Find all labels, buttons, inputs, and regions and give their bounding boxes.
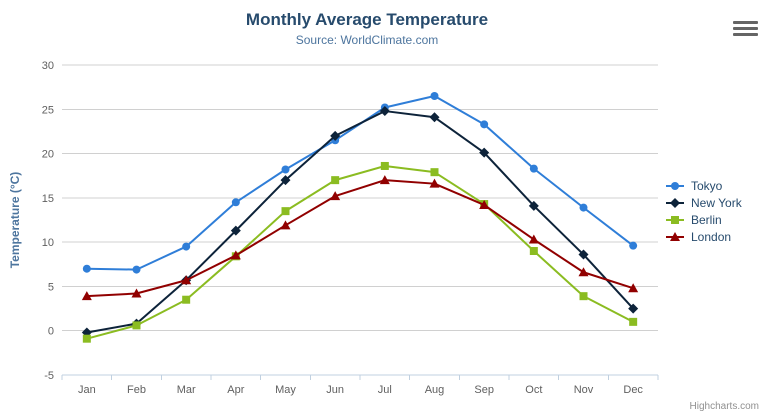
data-point bbox=[331, 176, 340, 185]
data-point bbox=[430, 168, 439, 177]
data-point bbox=[628, 303, 639, 314]
data-point bbox=[480, 120, 489, 129]
data-point bbox=[429, 112, 440, 123]
data-point bbox=[578, 249, 589, 260]
data-point bbox=[671, 215, 679, 224]
data-point bbox=[380, 161, 389, 170]
data-point bbox=[429, 178, 440, 188]
y-axis-tick-label: 5 bbox=[48, 281, 54, 293]
chart-subtitle: Source: WorldClimate.com bbox=[295, 33, 439, 47]
data-point bbox=[670, 231, 680, 241]
export-menu-bar bbox=[733, 27, 758, 30]
y-axis-tick-label: 0 bbox=[48, 326, 54, 338]
series-tokyo[interactable] bbox=[82, 92, 638, 274]
data-point bbox=[330, 191, 341, 201]
x-axis-tick-label: Sep bbox=[474, 384, 494, 396]
data-point bbox=[579, 292, 588, 301]
x-axis-tick-label: Apr bbox=[227, 384, 244, 396]
data-point bbox=[671, 181, 679, 190]
export-menu-icon[interactable] bbox=[733, 21, 758, 39]
y-axis-tick-label: 20 bbox=[42, 149, 54, 161]
chart-title: Monthly Average Temperature bbox=[245, 10, 489, 29]
y-axis-tick-label: 25 bbox=[42, 104, 54, 116]
diamond-marker-icon bbox=[666, 197, 684, 208]
data-point bbox=[670, 197, 680, 208]
x-axis-tick-label: Oct bbox=[525, 384, 542, 396]
x-axis-tick-label: Mar bbox=[177, 384, 196, 396]
credits-link[interactable]: Highcharts.com bbox=[689, 401, 759, 412]
data-point bbox=[579, 203, 588, 212]
legend-label: Berlin bbox=[691, 212, 722, 227]
data-point bbox=[82, 264, 91, 273]
data-point bbox=[528, 234, 539, 244]
y-axis-tick-label: 15 bbox=[42, 193, 54, 205]
y-axis-tick-label: -5 bbox=[44, 370, 54, 382]
data-point bbox=[628, 283, 639, 293]
data-point bbox=[629, 241, 638, 250]
legend-item-berlin[interactable]: Berlin bbox=[666, 211, 742, 228]
data-point bbox=[578, 267, 589, 277]
data-point bbox=[629, 317, 638, 326]
triangle-marker-icon bbox=[666, 231, 684, 241]
legend-label: London bbox=[691, 229, 732, 244]
x-axis-tick-label: Jan bbox=[78, 384, 96, 396]
data-point bbox=[280, 175, 291, 186]
data-point bbox=[231, 198, 240, 207]
legend-item-london[interactable]: London bbox=[666, 228, 742, 245]
x-axis-tick-label: Aug bbox=[425, 384, 445, 396]
data-point bbox=[479, 147, 490, 158]
data-point bbox=[230, 250, 241, 260]
series-london[interactable] bbox=[81, 175, 639, 301]
data-point bbox=[230, 225, 241, 236]
data-point bbox=[281, 207, 290, 216]
data-point bbox=[182, 295, 191, 304]
data-point bbox=[132, 265, 141, 274]
data-point bbox=[379, 106, 390, 117]
data-point bbox=[479, 199, 490, 209]
x-axis-tick-label: Dec bbox=[623, 384, 643, 396]
legend-item-tokyo[interactable]: Tokyo bbox=[666, 177, 742, 194]
x-axis-tick-label: Nov bbox=[574, 384, 594, 396]
series-new-york[interactable] bbox=[81, 106, 639, 338]
y-axis-tick-label: 30 bbox=[42, 60, 54, 72]
export-menu-bar bbox=[733, 21, 758, 24]
data-point bbox=[281, 165, 290, 174]
legend-label: Tokyo bbox=[691, 178, 723, 193]
data-point bbox=[280, 220, 291, 230]
data-point bbox=[181, 275, 192, 285]
y-axis-tick-label: 10 bbox=[42, 237, 54, 249]
legend-item-new-york[interactable]: New York bbox=[666, 194, 742, 211]
x-axis-tick-label: Jul bbox=[378, 384, 392, 396]
x-axis-tick-label: Jun bbox=[326, 384, 344, 396]
data-point bbox=[182, 242, 191, 251]
data-point bbox=[379, 175, 390, 185]
data-point bbox=[528, 200, 539, 211]
data-point bbox=[131, 288, 142, 298]
square-marker-icon bbox=[666, 215, 684, 224]
data-point bbox=[82, 334, 91, 343]
export-menu-bar bbox=[733, 33, 758, 36]
data-point bbox=[81, 291, 92, 301]
x-axis-tick-label: May bbox=[275, 384, 296, 396]
data-point bbox=[132, 321, 141, 330]
x-axis-tick-label: Feb bbox=[127, 384, 146, 396]
data-point bbox=[529, 247, 538, 255]
legend: Tokyo New York Berlin London bbox=[666, 177, 742, 245]
data-point bbox=[330, 130, 341, 141]
circle-marker-icon bbox=[666, 181, 684, 190]
data-point bbox=[529, 164, 538, 173]
data-point bbox=[430, 92, 439, 100]
legend-label: New York bbox=[691, 195, 742, 210]
